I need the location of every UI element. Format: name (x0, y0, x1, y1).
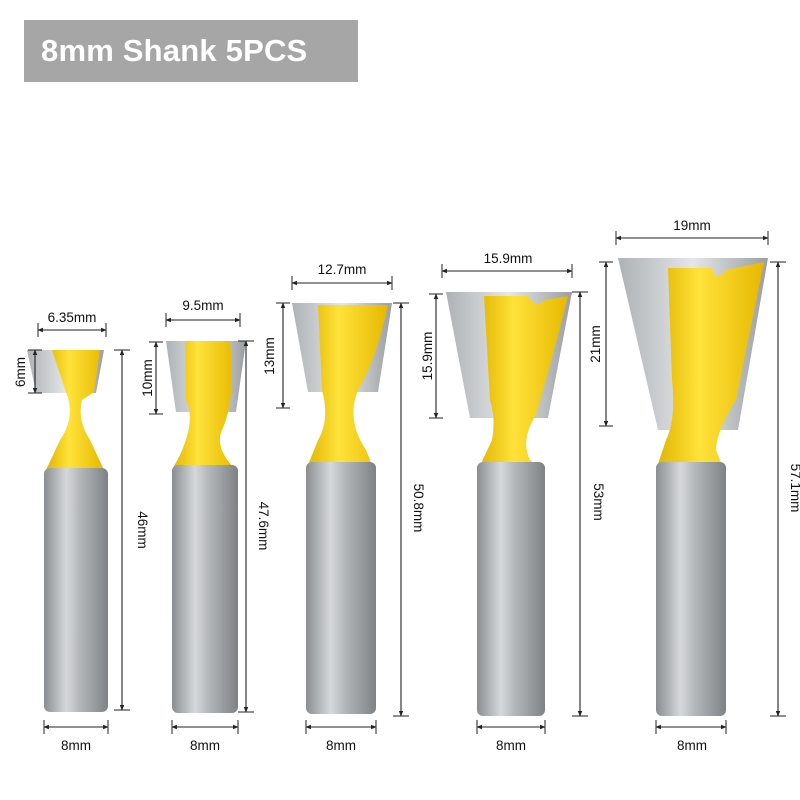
router-bit-5: 19mm 21mm 57.1mm 8mm (588, 218, 800, 753)
bit-3-dimension-width: 12.7mm (291, 262, 393, 290)
bit-3-body (306, 305, 388, 470)
bit-4-dimension-cut-height: 15.9mm (420, 293, 443, 419)
bit-1-dimension-cut-height: 6mm (13, 349, 42, 394)
bit-2-dimension-cut-height: 10mm (140, 341, 163, 415)
bit-1-body (46, 350, 104, 470)
bit-2-body (172, 341, 236, 470)
bit-2-width-label: 9.5mm (182, 298, 223, 313)
bit-1-dimension-width: 6.35mm (37, 310, 107, 337)
bit-5-dimension-shank: 8mm (655, 720, 727, 753)
bit-5-body (656, 262, 764, 470)
bit-5-dimension-width: 19mm (615, 218, 769, 245)
bit-4-shank (477, 462, 545, 716)
bit-3-cut-height-label: 13mm (262, 337, 277, 375)
bit-5-dimension-cut-height: 21mm (588, 261, 613, 427)
bit-1-dimension-shank: 8mm (43, 720, 109, 753)
bit-4-body (478, 296, 568, 470)
bit-3-dimension-length: 50.8mm (393, 302, 426, 717)
bit-1-length-label: 46mm (135, 511, 150, 549)
bit-4-dimension-shank: 8mm (476, 720, 546, 753)
bit-4-dimension-width: 15.9mm (441, 251, 573, 278)
bit-3-shank-label: 8mm (326, 738, 356, 753)
router-bit-2: 9.5mm 10mm 47.6mm 8mm (140, 298, 271, 753)
bit-1-shank-label: 8mm (61, 738, 91, 753)
bit-5-dimension-length: 57.1mm (770, 261, 800, 717)
bit-2-cut-height-label: 10mm (140, 359, 155, 397)
bit-3-dimension-cut-height: 13mm (262, 302, 290, 409)
bit-1-shank (44, 468, 108, 712)
bit-2-dimension-length: 47.6mm (238, 340, 271, 713)
bit-5-length-label: 57.1mm (788, 464, 800, 513)
bit-4-width-label: 15.9mm (484, 251, 533, 266)
bit-5-width-label: 19mm (673, 218, 711, 233)
title-banner: 8mm Shank 5PCS (24, 20, 358, 82)
bit-2-length-label: 47.6mm (256, 502, 271, 551)
bit-2-shank-label: 8mm (190, 738, 220, 753)
bit-3-dimension-shank: 8mm (305, 720, 377, 753)
bit-5-shank-label: 8mm (677, 738, 707, 753)
router-bit-4: 15.9mm 15.9mm 53mm 8mm (420, 251, 606, 753)
bit-5-shank (656, 462, 726, 716)
bit-1-cut-height-label: 6mm (13, 357, 28, 387)
bit-1-width-label: 6.35mm (48, 310, 97, 325)
bit-5-cut-height-label: 21mm (588, 325, 603, 363)
bit-4-cut-height-label: 15.9mm (420, 332, 435, 381)
bit-4-length-label: 53mm (591, 483, 606, 521)
router-bit-1: 6.35mm 6mm 46mm 8mm (13, 310, 150, 753)
bit-3-width-label: 12.7mm (318, 262, 367, 277)
bit-1-dimension-length: 46mm (114, 349, 150, 711)
bit-2-dimension-width: 9.5mm (165, 298, 241, 327)
router-bit-3: 12.7mm 13mm 50.8mm 8mm (262, 262, 426, 753)
bit-4-shank-label: 8mm (496, 738, 526, 753)
bit-2-dimension-shank: 8mm (171, 720, 239, 753)
bit-3-length-label: 50.8mm (411, 484, 426, 533)
bit-4-dimension-length: 53mm (572, 291, 606, 717)
bit-3-shank (306, 462, 376, 714)
bit-2-shank (172, 465, 238, 713)
